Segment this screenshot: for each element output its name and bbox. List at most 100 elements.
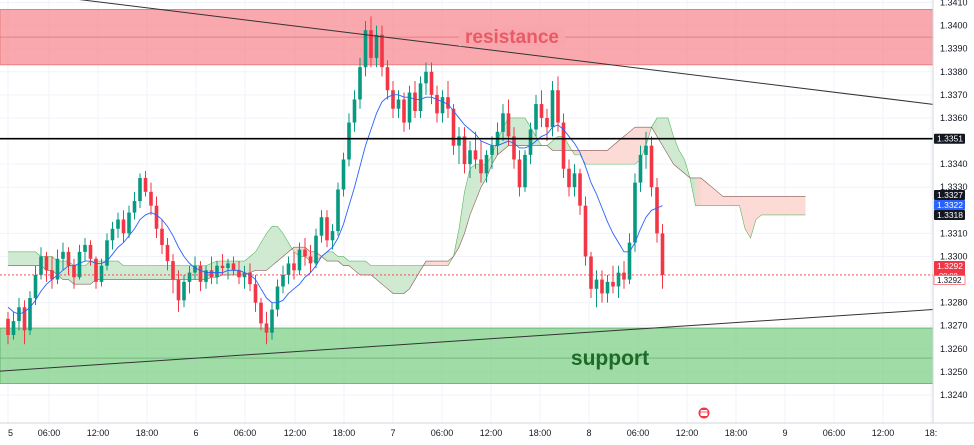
price-badge: 1.3322: [934, 200, 965, 210]
candle: [116, 212, 120, 238]
candle: [275, 279, 280, 317]
candle: [424, 62, 428, 95]
y-tick-label: 1.3330: [940, 182, 968, 192]
price-badge: 1.3327: [934, 190, 965, 200]
candle: [418, 76, 423, 118]
candle: [341, 152, 346, 197]
y-tick-label: 1.3380: [940, 67, 968, 77]
x-tick-label: 06:00: [431, 428, 454, 438]
candle: [303, 238, 307, 266]
candle: [264, 311, 269, 345]
y-tick-label: 1.3240: [940, 390, 968, 400]
candle: [611, 265, 615, 294]
ichimoku-cloud: [8, 117, 806, 294]
x-tick-label: 18:00: [529, 428, 552, 438]
price-badge: 1.3351: [934, 133, 965, 144]
price-axis[interactable]: 1.3410 1.3400 1.3390 1.3380 1.3370 1.3360 1.33…: [940, 0, 968, 400]
candle: [490, 136, 494, 169]
candle: [77, 244, 82, 280]
candle: [627, 233, 632, 285]
x-tick-label: 18:00: [136, 428, 159, 438]
y-tick-label: 1.3340: [940, 159, 968, 169]
candle: [380, 25, 384, 77]
candle: [523, 150, 527, 192]
candle: [220, 254, 225, 275]
candle: [468, 141, 472, 178]
x-tick-label: 8: [586, 428, 591, 438]
support-label: support: [571, 347, 649, 370]
y-tick-label: 1.3400: [940, 21, 968, 31]
svg-text:1.3322: 1.3322: [937, 200, 963, 210]
candle: [391, 81, 395, 118]
candle: [528, 122, 533, 165]
candle: [143, 171, 148, 197]
x-tick-label: 06:00: [627, 428, 650, 438]
candle: [237, 261, 241, 285]
y-tick-label: 1.3370: [940, 90, 968, 100]
svg-text:1.3292: 1.3292: [937, 261, 963, 271]
y-tick-label: 1.3310: [940, 228, 968, 238]
cloud-segment: [695, 177, 806, 238]
candle: [402, 92, 406, 132]
x-tick-label: 5: [8, 428, 13, 438]
candle: [248, 263, 252, 292]
candle: [347, 113, 351, 167]
candle: [517, 150, 522, 197]
x-tick-label: 12:00: [480, 428, 503, 438]
candle: [270, 302, 274, 340]
candle: [204, 265, 208, 289]
candle: [226, 258, 230, 280]
candle: [578, 168, 582, 215]
candle: [160, 219, 164, 255]
zone-support: [0, 327, 933, 384]
trendline[interactable]: [0, 0, 974, 199]
candle: [94, 256, 98, 289]
cloud-span-a: [8, 117, 806, 267]
candle: [319, 210, 324, 243]
candle: [132, 191, 137, 220]
candle: [330, 224, 335, 250]
cloud-segment: [321, 251, 426, 294]
candles: [6, 16, 665, 345]
x-tick-label: 12:00: [87, 428, 110, 438]
svg-text:1.3327: 1.3327: [937, 190, 963, 200]
candle: [556, 76, 560, 132]
candle: [539, 90, 544, 128]
x-tick-label: 06:00: [823, 428, 846, 438]
candle: [33, 265, 38, 305]
candle: [440, 90, 445, 123]
candle: [138, 173, 142, 208]
candle: [198, 261, 203, 292]
candle: [457, 127, 461, 165]
candle: [44, 251, 49, 282]
candle: [325, 210, 329, 248]
candle: [572, 164, 577, 197]
moving-average-line: [7, 94, 663, 315]
y-tick-label: 1.3410: [940, 0, 968, 8]
candle: [6, 311, 10, 345]
y-tick-label: 1.3360: [940, 113, 968, 123]
candle: [314, 228, 318, 269]
x-tick-label: 6: [193, 428, 198, 438]
candle: [110, 221, 115, 250]
candle: [369, 16, 373, 68]
x-tick-label: 06:00: [38, 428, 61, 438]
economic-event-icon[interactable]: [698, 407, 710, 419]
trendline[interactable]: [0, 259, 974, 374]
price-badge: 1.3318: [934, 210, 965, 220]
candle: [83, 238, 87, 262]
candle: [72, 258, 76, 289]
candle: [352, 90, 357, 132]
candle: [484, 150, 489, 183]
candle: [594, 270, 599, 308]
candle: [435, 85, 439, 123]
candle: [660, 224, 665, 289]
price-badge-secondary: 1.3292: [933, 275, 966, 285]
candle: [28, 291, 32, 335]
candle: [55, 249, 60, 285]
candle: [61, 242, 65, 271]
time-axis[interactable]: 5 06:00 12:00 18:00 6 06:00 12:00 18:00 7 06:00 12…: [8, 428, 937, 438]
candle: [39, 247, 43, 280]
candle: [336, 182, 340, 236]
